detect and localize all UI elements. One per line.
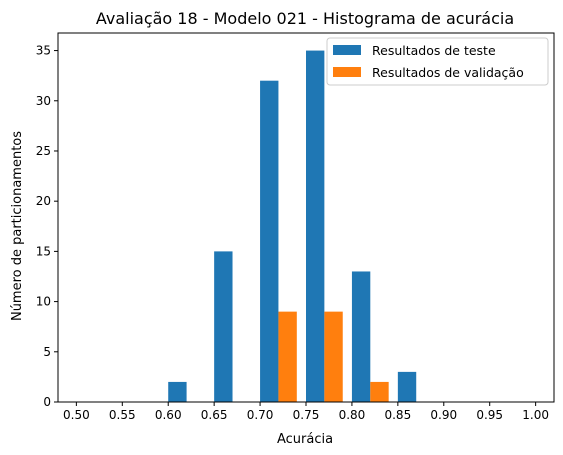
bar-test-bin-2 <box>168 381 187 402</box>
y-tick-label: 15 <box>36 244 51 258</box>
y-tick-label: 30 <box>36 94 51 108</box>
x-tick-label: 0.85 <box>384 408 411 422</box>
y-tick-label: 0 <box>43 395 51 409</box>
legend: Resultados de teste Resultados de validaç… <box>326 37 549 86</box>
x-tick-label: 0.75 <box>293 408 320 422</box>
bar-validation-bin-4 <box>278 311 297 402</box>
legend-swatch-test <box>333 45 361 55</box>
x-tick-label: 0.65 <box>201 408 228 422</box>
y-tick-label: 25 <box>36 144 51 158</box>
x-tick-label: 0.90 <box>430 408 457 422</box>
x-tick-label: 0.50 <box>63 408 90 422</box>
y-ticks-group: 0 5 10 15 20 25 30 35 <box>36 44 58 409</box>
x-tick-label: 0.60 <box>155 408 182 422</box>
bar-test-bin-5 <box>306 50 325 402</box>
bars-group <box>168 50 417 402</box>
legend-box <box>326 37 549 86</box>
x-tick-label: 1.00 <box>522 408 549 422</box>
chart-title: Avaliação 18 - Modelo 021 - Histograma d… <box>96 9 514 28</box>
y-axis-label: Número de particionamentos <box>10 131 25 321</box>
y-tick-label: 35 <box>36 44 51 58</box>
y-tick-label: 10 <box>36 295 51 309</box>
x-tick-label: 0.95 <box>476 408 503 422</box>
bar-test-bin-3 <box>214 251 233 402</box>
bar-test-bin-4 <box>260 80 279 402</box>
bar-validation-bin-6 <box>370 381 389 402</box>
bar-validation-bin-5 <box>324 311 343 402</box>
bar-test-bin-6 <box>351 271 371 402</box>
y-tick-label: 5 <box>43 345 51 359</box>
x-tick-label: 0.55 <box>109 408 136 422</box>
legend-label-test: Resultados de teste <box>372 43 496 58</box>
x-ticks-group: 0.50 0.55 0.60 0.65 0.70 0.75 0.80 0.85 0.90 0.95… <box>63 402 549 422</box>
legend-label-validation: Resultados de validação <box>372 65 524 80</box>
plot-frame <box>57 32 555 403</box>
x-tick-label: 0.80 <box>339 408 366 422</box>
x-axis-label: Acurácia <box>277 432 333 447</box>
y-tick-label: 20 <box>36 194 51 208</box>
x-tick-label: 0.70 <box>247 408 274 422</box>
bar-test-bin-7 <box>397 371 417 402</box>
legend-swatch-validation <box>333 67 361 77</box>
